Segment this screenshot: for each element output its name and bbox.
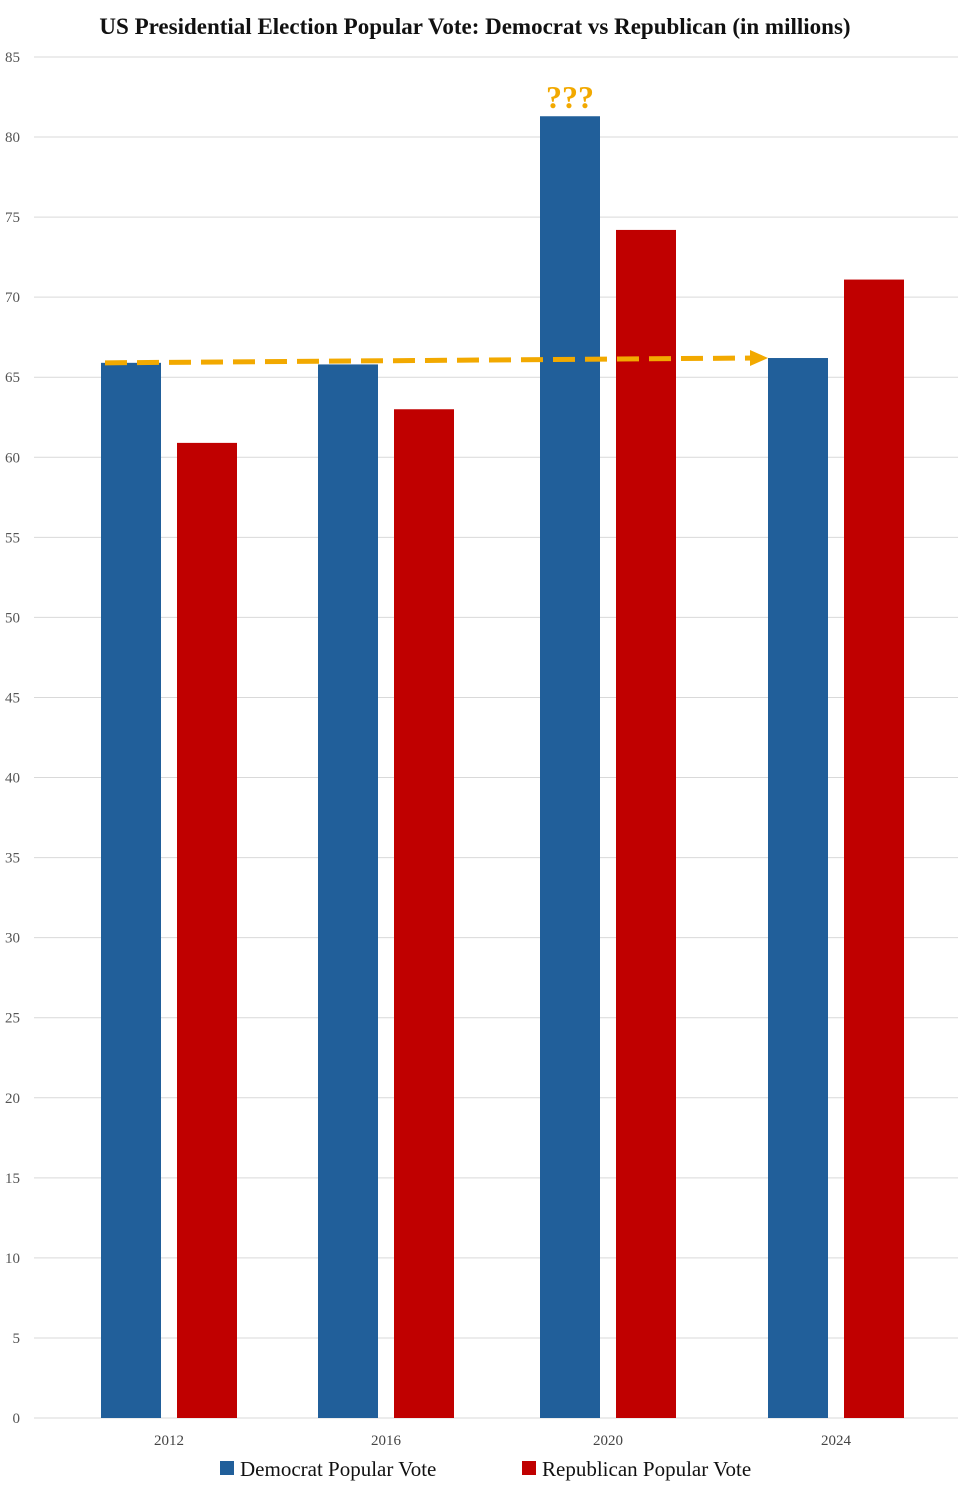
- y-tick-label: 70: [5, 290, 20, 306]
- legend-swatch: [522, 1461, 536, 1475]
- y-tick-label: 40: [5, 771, 20, 787]
- legend: Democrat Popular Vote Republican Popular …: [220, 1457, 751, 1481]
- chart-title: US Presidential Election Popular Vote: D…: [99, 14, 850, 39]
- y-tick-label: 10: [5, 1251, 20, 1267]
- y-tick-label: 25: [5, 1011, 20, 1027]
- legend-swatch: [220, 1461, 234, 1475]
- legend-label: Democrat Popular Vote: [240, 1457, 436, 1481]
- question-marks-annotation: ???: [546, 79, 594, 115]
- y-tick-label: 15: [5, 1171, 20, 1187]
- democrat-bar-2016: [318, 364, 378, 1418]
- x-tick-label: 2024: [821, 1433, 852, 1449]
- bars: [101, 116, 904, 1419]
- trend-arrow-head: [750, 350, 768, 367]
- democrat-bar-2024: [768, 358, 828, 1418]
- x-axis-ticks: 2012 2016 2020 2024: [154, 1433, 852, 1449]
- democrat-bar-2012: [101, 362, 161, 1418]
- y-tick-label: 20: [5, 1091, 20, 1107]
- annotations: ???: [104, 79, 768, 367]
- republican-bar-2016: [394, 409, 454, 1419]
- x-tick-label: 2020: [593, 1433, 623, 1449]
- legend-label: Republican Popular Vote: [542, 1457, 751, 1481]
- y-tick-label: 50: [5, 610, 20, 626]
- y-tick-label: 80: [5, 130, 20, 146]
- republican-bar-2012: [177, 442, 237, 1418]
- y-axis-ticks: 0 5 10 15 20 25 30 35 40 45 50 55 60 65 70 75 80 85: [5, 50, 20, 1427]
- republican-bar-2020: [616, 229, 676, 1419]
- y-tick-label: 30: [5, 931, 20, 947]
- y-tick-label: 75: [5, 210, 20, 226]
- y-tick-label: 45: [5, 690, 20, 706]
- democrat-bar-2020: [540, 116, 600, 1418]
- y-tick-label: 60: [5, 450, 20, 466]
- x-tick-label: 2016: [371, 1433, 402, 1449]
- y-tick-label: 65: [5, 370, 20, 386]
- y-tick-label: 5: [13, 1331, 21, 1347]
- trend-arrow-line: [104, 355, 755, 366]
- y-tick-label: 85: [5, 50, 20, 66]
- y-tick-label: 55: [5, 530, 20, 546]
- y-tick-label: 35: [5, 851, 20, 867]
- y-tick-label: 0: [13, 1411, 21, 1427]
- republican-bar-2024: [844, 279, 904, 1419]
- x-tick-label: 2012: [154, 1433, 184, 1449]
